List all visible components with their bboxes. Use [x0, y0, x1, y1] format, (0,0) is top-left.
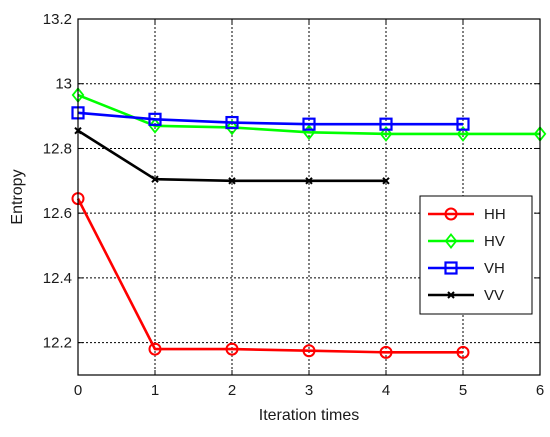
y-tick-label: 12.6	[43, 205, 72, 222]
x-axis-label: Iteration times	[259, 407, 359, 424]
data-point-vh	[379, 117, 393, 131]
legend: HH HV VH VV	[419, 195, 533, 315]
legend-label-vv: VV	[484, 287, 504, 304]
data-point-vv	[151, 175, 159, 183]
data-point-vh	[302, 117, 316, 131]
legend-item-hv: HV	[428, 233, 505, 250]
legend-label-hh: HH	[484, 206, 506, 223]
data-point-vv	[305, 177, 313, 185]
data-point-hv	[148, 117, 162, 134]
legend-item-vh: VH	[428, 260, 505, 277]
series-vh	[71, 106, 470, 131]
legend-item-hh: HH	[428, 206, 506, 223]
x-tick-label: 4	[382, 382, 390, 399]
data-point-hv	[456, 125, 470, 142]
data-point-vh	[225, 115, 239, 130]
legend-item-vv: VV	[428, 287, 504, 304]
series-line-vh	[77, 111, 463, 126]
legend-label-vh: VH	[484, 260, 505, 277]
y-tick-label: 13	[55, 76, 72, 93]
x-tick-label: 3	[305, 382, 313, 399]
data-point-vh	[148, 112, 162, 126]
series-hh	[71, 192, 470, 359]
legend-marker-hv	[444, 233, 458, 249]
series-group	[71, 87, 547, 359]
data-point-vh	[456, 117, 470, 131]
data-point-hh	[456, 345, 470, 359]
legend-marker-vv	[447, 291, 455, 299]
data-point-hh	[225, 342, 239, 356]
y-axis-label: Entropy	[9, 169, 26, 224]
data-point-vv	[382, 177, 390, 185]
y-tick-label: 12.4	[43, 270, 72, 287]
legend-marker-hh	[444, 207, 458, 221]
data-point-hv	[379, 125, 393, 142]
x-tick-label: 1	[151, 382, 159, 399]
series-line-hh	[76, 198, 463, 354]
data-point-hh	[302, 344, 316, 358]
x-tick-label: 2	[228, 382, 236, 399]
legend-marker-vh	[444, 261, 458, 275]
data-point-vv	[228, 177, 236, 185]
series-vv	[74, 126, 390, 185]
y-tick-label: 12.8	[43, 140, 72, 157]
data-point-hh	[379, 345, 393, 359]
x-tick-label: 6	[536, 382, 544, 399]
data-point-hv	[225, 119, 239, 136]
x-tick-label: 5	[459, 382, 467, 399]
data-point-hh	[148, 342, 162, 356]
legend-label-hv: HV	[484, 233, 505, 250]
ticks: 0 1 2 3 4 5 6 12.2 12.4 12.6 12.8 13 13.2	[43, 11, 544, 399]
x-tick-label: 0	[74, 382, 82, 399]
y-tick-label: 13.2	[43, 11, 72, 28]
y-tick-label: 12.2	[43, 335, 72, 352]
